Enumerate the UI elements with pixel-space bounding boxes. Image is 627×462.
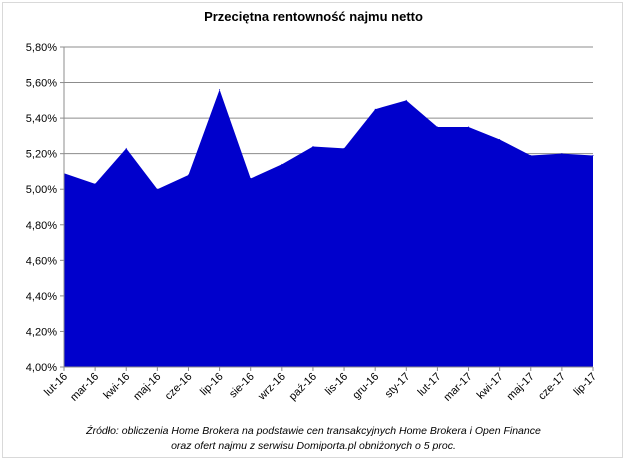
x-tick-label: wrz-16 — [255, 371, 288, 404]
x-tick-label: maj-17 — [505, 371, 537, 403]
data-point — [499, 138, 501, 140]
y-tick-label: 4,80% — [26, 220, 57, 232]
chart-frame — [2, 2, 623, 458]
axes — [63, 47, 593, 368]
data-point — [468, 126, 470, 128]
data-point — [592, 154, 594, 156]
data-point — [125, 147, 127, 149]
data-point — [374, 108, 376, 110]
x-tick-label: lut-17 — [416, 371, 444, 399]
y-tick-label: 5,20% — [26, 149, 57, 161]
source-note-line-2: oraz ofert najmu z serwisu Domiporta.pl … — [171, 440, 456, 452]
data-point — [187, 174, 189, 176]
y-tick-label: 5,40% — [26, 113, 57, 125]
source-note-line-1: Źródło: obliczenia Home Brokera na podst… — [86, 425, 541, 437]
y-axis-tick-labels: 4,00% 4,20% 4,40% 4,60% 4,80% 5,00% 5,20% 5,40%… — [26, 42, 57, 374]
data-point — [250, 178, 252, 180]
chart-title: Przeciętna rentowność najmu netto — [204, 9, 423, 24]
x-tick-label: kwi-17 — [475, 371, 506, 402]
area-series — [63, 89, 594, 368]
data-point — [530, 154, 532, 156]
data-point — [405, 99, 407, 101]
data-point — [219, 89, 221, 91]
x-tick-label: kwi-16 — [101, 371, 132, 402]
area-fill — [64, 89, 593, 368]
x-tick-label: lut-16 — [42, 371, 70, 399]
data-point — [156, 188, 158, 190]
x-tick-label: mar-17 — [442, 371, 475, 404]
x-tick-label: mar-16 — [68, 371, 101, 404]
data-point — [94, 183, 96, 185]
y-tick-label: 4,20% — [26, 326, 57, 338]
x-tick-label: sty-17 — [383, 371, 413, 401]
y-tick-label: 4,60% — [26, 255, 57, 267]
x-tick-label: paź-16 — [287, 371, 319, 403]
data-point — [561, 153, 563, 155]
x-tick-label: gru-16 — [350, 371, 381, 402]
y-tick-label: 4,00% — [26, 362, 57, 374]
x-tick-label: lip-17 — [572, 371, 600, 399]
data-point — [281, 163, 283, 165]
y-tick-label: 5,60% — [26, 78, 57, 90]
x-tick-label: maj-16 — [131, 371, 163, 403]
data-point — [343, 147, 345, 149]
x-tick-label: lip-16 — [198, 371, 226, 399]
data-point — [312, 146, 314, 148]
x-tick-label: cze-16 — [163, 371, 195, 403]
y-tick-label: 5,80% — [26, 42, 57, 54]
y-tick-label: 5,00% — [26, 184, 57, 196]
x-tick-label: lis-16 — [323, 371, 350, 398]
y-tick-label: 4,40% — [26, 291, 57, 303]
data-point — [436, 126, 438, 128]
x-tick-label: sie-16 — [227, 371, 257, 401]
x-tick-label: cze-17 — [536, 371, 568, 403]
